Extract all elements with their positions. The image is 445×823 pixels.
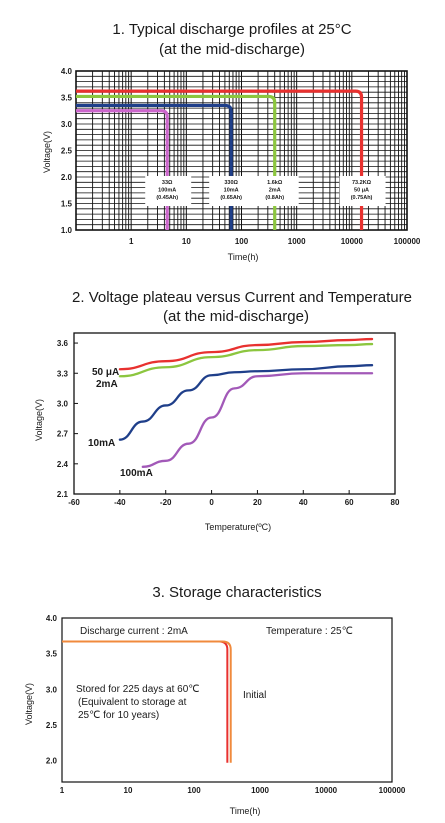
chart-1-xlabel: Time(h) xyxy=(228,252,259,262)
chart-1-annotation-bg xyxy=(339,176,386,206)
chart-2-series-line xyxy=(118,364,374,441)
chart-3-ytick: 2.0 xyxy=(46,757,58,766)
chart-2-xtick: 80 xyxy=(391,498,400,507)
chart-2-ytick: 2.7 xyxy=(57,430,69,439)
chart-2-ytick: 3.6 xyxy=(57,339,69,348)
chart-3: 3. Storage characteristics 2.0 2.5 3.0 3.5 4… xyxy=(24,584,406,816)
chart-3-xtick: 10 xyxy=(124,786,133,795)
chart-2-xtick: 40 xyxy=(299,498,308,507)
chart-1-annotation-text: 10mA xyxy=(224,188,239,194)
chart-2-subtitle: (at the mid-discharge) xyxy=(163,308,309,325)
chart-3-ylabel: Voltage(V) xyxy=(24,683,34,725)
chart-2-xtick: 0 xyxy=(209,498,214,507)
chart-1-title: 1. Typical discharge profiles at 25°C xyxy=(112,21,351,38)
chart-2-ylabel: Voltage(V) xyxy=(34,399,44,441)
chart-1-ytick: 1.0 xyxy=(61,226,73,235)
chart-1-annotation-bg xyxy=(209,176,256,206)
chart-3-lines xyxy=(62,640,232,763)
chart-1-ytick: 3.0 xyxy=(61,120,73,129)
chart-2-ytick: 2.4 xyxy=(57,460,69,469)
chart-1-series-line xyxy=(76,103,233,230)
chart-1: 1. Typical discharge profiles at 25°C (a… xyxy=(42,21,421,262)
chart-1-xtick: 10000 xyxy=(341,237,364,246)
chart-2-plot-area xyxy=(73,332,396,495)
chart-3-note-temperature: Temperature : 25℃ xyxy=(266,626,353,637)
chart-3-xtick: 1000 xyxy=(251,786,269,795)
chart-2-series-line xyxy=(118,337,374,371)
chart-2-lines xyxy=(118,337,374,468)
chart-1-xtick: 1 xyxy=(129,237,134,246)
chart-1-lines xyxy=(76,89,364,230)
chart-1-annotation-text: (0.75Ah) xyxy=(351,195,373,201)
chart-2-ticks: 2.1 2.4 2.7 3.0 3.3 3.6 -60 -40 -20 0 20 40 60 80 xyxy=(57,339,400,507)
chart-1-series-line xyxy=(76,89,364,230)
chart-3-ytick: 3.0 xyxy=(46,685,58,694)
chart-1-annotation-bg xyxy=(252,176,299,206)
chart-2-label-10ma: 10mA xyxy=(88,438,115,449)
chart-2-xtick: -40 xyxy=(114,498,126,507)
chart-2-xtick: 60 xyxy=(345,498,354,507)
chart-1-ytick: 2.5 xyxy=(61,147,73,156)
chart-3-ytick: 3.5 xyxy=(46,650,58,659)
chart-2-series-line xyxy=(141,372,374,468)
chart-3-note-initial: Initial xyxy=(243,690,266,701)
chart-3-note-stored-3: 25℃ for 10 years) xyxy=(78,710,159,721)
chart-1-frame xyxy=(75,70,408,231)
chart-3-ticks: 2.0 2.5 3.0 3.5 4.0 1 10 100 1000 10000 100000 xyxy=(46,614,406,795)
chart-2-ytick: 3.0 xyxy=(57,399,69,408)
chart-1-annotation-text: 100mA xyxy=(158,188,176,194)
chart-3-ytick: 4.0 xyxy=(46,614,58,623)
chart-1-annotation-text: 2mA xyxy=(269,188,281,194)
chart-1-annotation-text: (0.8Ah) xyxy=(265,195,284,201)
chart-1-annotation-text: (0.45Ah) xyxy=(156,195,178,201)
chart-3-xtick: 10000 xyxy=(315,786,338,795)
chart-1-annotation-text: 73.2KΩ xyxy=(352,180,372,186)
chart-1-series-line xyxy=(76,94,277,230)
chart-1-xtick: 100 xyxy=(235,237,249,246)
chart-2-label-50ua: 50 μA xyxy=(92,367,119,378)
chart-1-ylabel: Voltage(V) xyxy=(42,131,52,173)
chart-3-title: 3. Storage characteristics xyxy=(152,584,321,601)
chart-1-annotation-text: 330Ω xyxy=(224,180,238,186)
chart-1-ytick: 3.5 xyxy=(61,94,73,103)
chart-1-annotation-text: 50 μA xyxy=(354,188,369,194)
chart-2-title: 2. Voltage plateau versus Current and Te… xyxy=(72,289,412,306)
chart-1-ytick: 2.0 xyxy=(61,173,73,182)
chart-2-xlabel: Temperature(ºC) xyxy=(205,522,271,532)
chart-2: 2. Voltage plateau versus Current and Te… xyxy=(34,289,412,532)
chart-1-annotations: 33Ω 100mA(0.45Ah) 330Ω 10mA(0.65Ah) 1.6kΩ 2mA… xyxy=(145,176,386,206)
chart-3-series-line xyxy=(62,640,232,763)
chart-1-xtick: 10 xyxy=(182,237,191,246)
chart-1-annotation-text: 1.6kΩ xyxy=(267,180,283,186)
chart-1-annotation-text: 33Ω xyxy=(162,180,173,186)
chart-3-xlabel: Time(h) xyxy=(230,806,261,816)
chart-2-label-2ma: 2mA xyxy=(96,379,118,390)
chart-1-annotation-text: (0.65Ah) xyxy=(220,195,242,201)
chart-3-note-stored-2: (Equivalent to storage at xyxy=(78,697,187,708)
chart-2-label-100ma: 100mA xyxy=(120,468,153,479)
chart-3-note-discharge: Discharge current : 2mA xyxy=(80,626,188,637)
chart-3-xtick: 100 xyxy=(187,786,201,795)
chart-3-note-stored-1: Stored for 225 days at 60℃ xyxy=(76,684,200,695)
chart-2-series-line xyxy=(118,342,374,378)
chart-1-xtick: 100000 xyxy=(394,237,421,246)
chart-1-annotation-bg xyxy=(145,176,192,206)
chart-1-series-line xyxy=(76,109,169,230)
chart-2-xtick: -20 xyxy=(160,498,172,507)
chart-2-xtick: 20 xyxy=(253,498,262,507)
chart-1-ticks: 1.0 1.5 2.0 2.5 3.0 3.5 4.0 1 10 100 1000 10000 1000… xyxy=(61,67,421,246)
chart-1-ytick: 4.0 xyxy=(61,67,73,76)
chart-3-xtick: 1 xyxy=(60,786,65,795)
chart-2-ytick: 3.3 xyxy=(57,369,69,378)
chart-1-subtitle: (at the mid-discharge) xyxy=(159,41,305,58)
chart-2-ytick: 2.1 xyxy=(57,490,69,499)
chart-1-ytick: 1.5 xyxy=(61,200,73,209)
chart-2-xtick: -60 xyxy=(68,498,80,507)
chart-3-ytick: 2.5 xyxy=(46,721,58,730)
chart-1-xtick: 1000 xyxy=(288,237,306,246)
chart-3-xtick: 100000 xyxy=(379,786,406,795)
chart-2-frame xyxy=(73,332,396,495)
